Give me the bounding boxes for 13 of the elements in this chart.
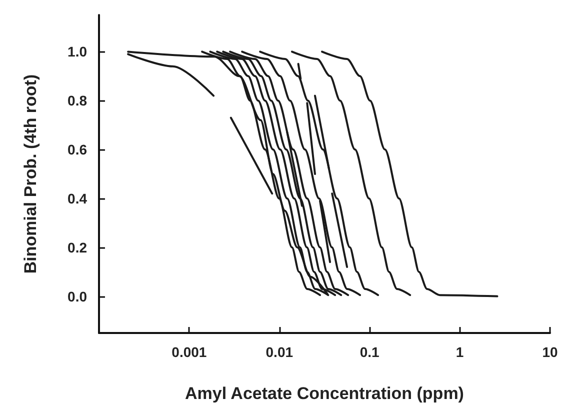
- y-tick-label: 0.2: [68, 239, 88, 256]
- y-tick-label: 0.8: [68, 92, 88, 109]
- x-axis-title: Amyl Acetate Concentration (ppm): [185, 384, 464, 403]
- y-tick-label: 1.0: [68, 44, 88, 60]
- y-tick-label: 0.0: [68, 288, 88, 304]
- x-tick-label: 0.001: [172, 344, 207, 360]
- x-tick-label: 1: [456, 344, 464, 360]
- y-tick-label: 0.4: [68, 190, 88, 206]
- y-tick-label: 0.6: [68, 142, 88, 158]
- x-tick-label: 0.1: [360, 344, 380, 360]
- x-tick-label: 10: [542, 344, 558, 360]
- y-axis-title: Binomial Prob. (4th root): [21, 74, 40, 274]
- x-tick-label: 0.01: [266, 344, 294, 360]
